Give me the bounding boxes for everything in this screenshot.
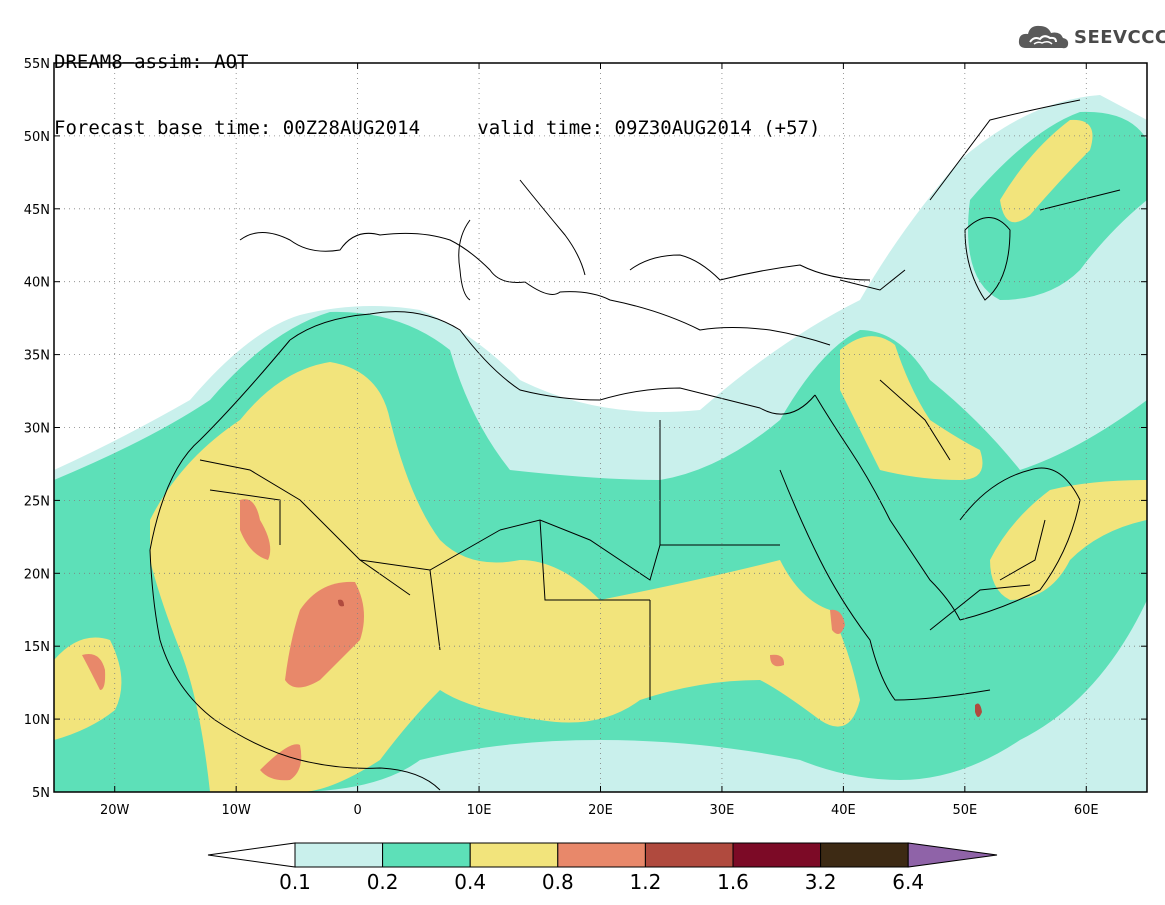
- aot-plume-north: [1000, 119, 1093, 223]
- colorbar-swatch: [294, 842, 384, 868]
- forecast-base-time: Forecast base time: 00Z28AUG2014: [54, 117, 421, 139]
- colorbar-swatch: [644, 842, 734, 868]
- lon-tick-label: 60E: [1074, 803, 1099, 818]
- lon-tick-label: 50E: [952, 803, 977, 818]
- lat-tick-label: 50N: [24, 130, 50, 145]
- aot-band-1-2: [338, 599, 344, 607]
- colorbar-over-arrow: [907, 842, 998, 868]
- colorbar-swatch: [820, 842, 909, 868]
- lat-tick-label: 5N: [32, 786, 50, 801]
- colorbar-label: 0.8: [542, 870, 574, 894]
- lon-tick-label: 0: [353, 803, 361, 818]
- lat-tick-label: 30N: [24, 422, 50, 437]
- lon-tick-label: 20E: [588, 803, 613, 818]
- logo-text: SEEVCCC: [1074, 26, 1165, 48]
- lat-tick-label: 40N: [24, 276, 50, 291]
- aot-band-0-8: [285, 581, 364, 688]
- colorbar-swatch: [557, 842, 646, 868]
- lat-tick-label: 20N: [24, 567, 50, 582]
- lon-tick-label: 10W: [221, 803, 251, 818]
- colorbar-label: 0.1: [279, 870, 311, 894]
- lat-tick-label: 35N: [24, 349, 50, 364]
- aot-spot-d: [770, 654, 785, 667]
- lat-axis: 55N 50N 45N 40N 35N 30N 25N 20N 15N 10N 5N: [24, 57, 1147, 801]
- colorbar-label: 0.2: [367, 870, 399, 894]
- plot-title: DREAM8–assim: AOT: [54, 51, 249, 73]
- time-line: Forecast base time: 00Z28AUG2014 valid t…: [54, 117, 820, 139]
- aot-spot-c: [82, 654, 106, 690]
- plot-header: DREAM8–assim: AOT Forecast base time: 00…: [54, 7, 820, 161]
- aot-spot-b: [260, 744, 302, 781]
- aot-spot-e: [830, 609, 845, 634]
- coastlines: [149, 99, 1121, 791]
- colorbar-label: 6.4: [892, 870, 924, 894]
- lat-tick-label: 45N: [24, 203, 50, 218]
- seevccc-logo: SEEVCCC: [1018, 22, 1165, 52]
- cloud-icon: [1018, 25, 1069, 49]
- aot-spot-a: [240, 499, 271, 560]
- lat-tick-label: 15N: [24, 640, 50, 655]
- lon-axis: 20W 10W 0 10E 20E 30E 40E 50E 60E: [100, 63, 1099, 818]
- colorbar-under-arrow: [207, 842, 296, 868]
- colorbar-label: 1.2: [629, 870, 661, 894]
- colorbar-swatch: [469, 842, 559, 868]
- lat-tick-label: 55N: [24, 57, 50, 72]
- lon-tick-label: 10E: [467, 803, 492, 818]
- lon-tick-label: 40E: [831, 803, 856, 818]
- colorbar-label: 3.2: [805, 870, 837, 894]
- colorbar-swatch: [732, 842, 822, 868]
- lon-tick-label: 20W: [100, 803, 130, 818]
- aot-plume-west: [54, 637, 122, 740]
- lat-tick-label: 25N: [24, 494, 50, 509]
- aot-spot-f: [975, 703, 982, 717]
- colorbar-label: 1.6: [717, 870, 749, 894]
- valid-time: valid time: 09Z30AUG2014 (+57): [477, 117, 821, 139]
- lat-tick-label: 10N: [24, 713, 50, 728]
- colorbar-swatch: [382, 842, 471, 868]
- colorbar-label: 0.4: [454, 870, 486, 894]
- aot-band-0-4: [150, 362, 860, 792]
- colorbar: 0.1 0.2 0.4 0.8 1.2 1.6 3.2 6.4: [207, 842, 998, 894]
- lon-tick-label: 30E: [710, 803, 735, 818]
